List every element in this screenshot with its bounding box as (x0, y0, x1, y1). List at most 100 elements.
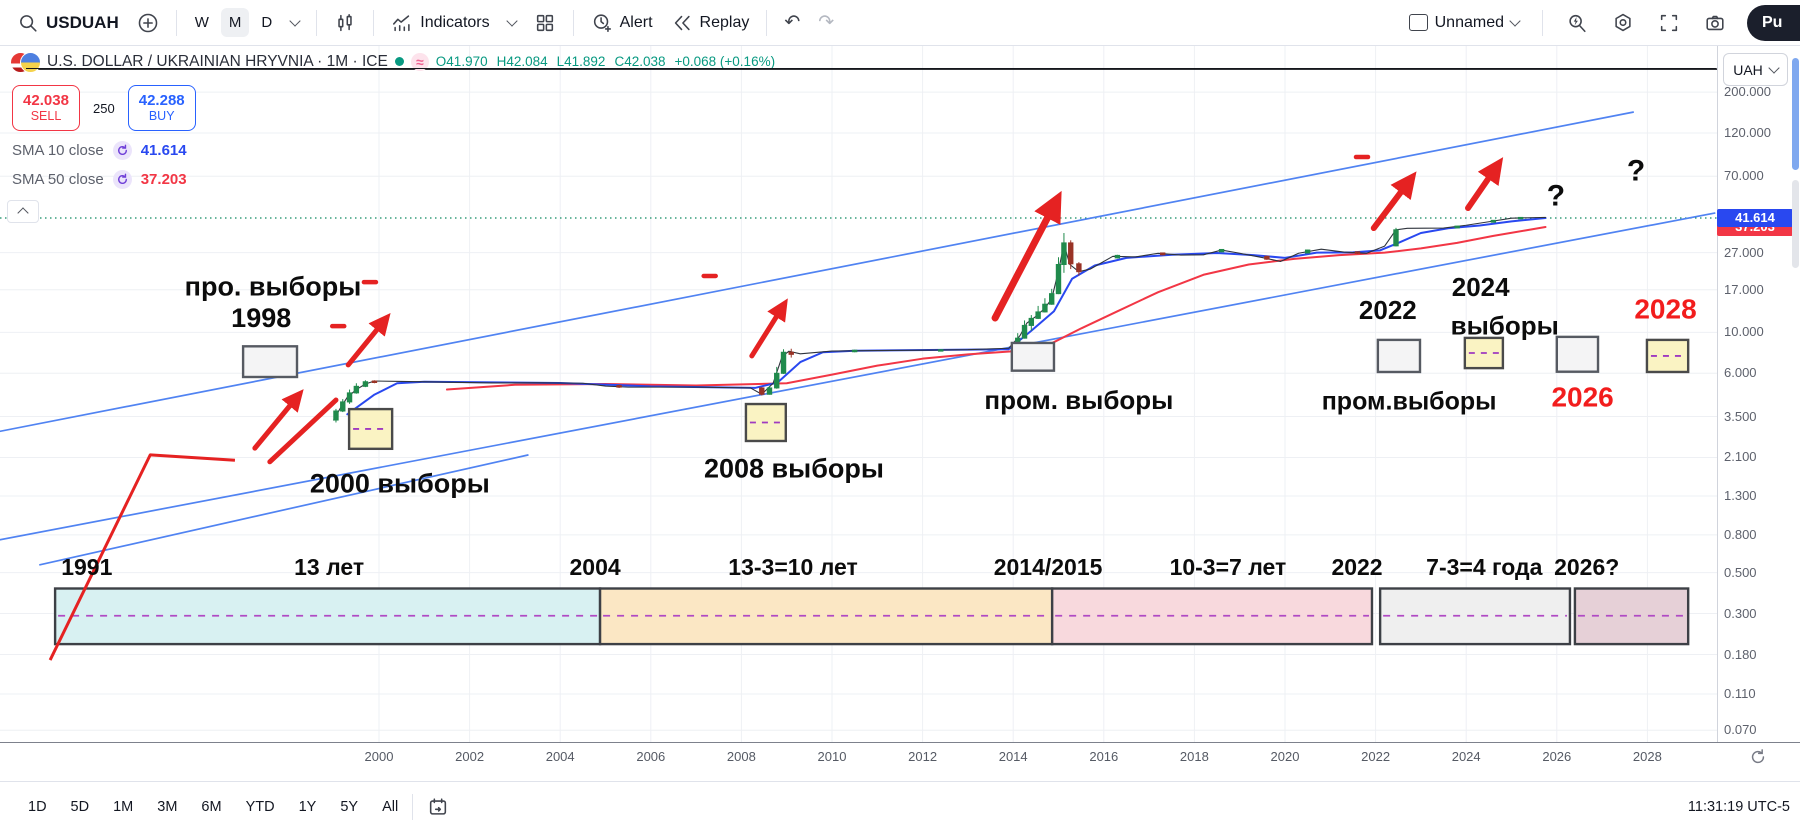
annotation-text: 1998 (231, 303, 291, 333)
replay-button[interactable]: Replay (664, 7, 757, 39)
redo-button[interactable]: ↷ (811, 8, 841, 37)
compare-add-button[interactable] (130, 7, 166, 39)
band-label: 2026? (1554, 554, 1619, 580)
pane-collapse-button[interactable] (7, 200, 39, 223)
currency-select-button[interactable]: UAH (1723, 53, 1788, 86)
sell-button[interactable]: 42.038 SELL (12, 85, 80, 131)
band-label: 2022 (1331, 554, 1382, 580)
clock[interactable]: 11:31:19 UTC-5 (1687, 798, 1790, 815)
time-tick-label: 2020 (1270, 749, 1300, 764)
fullscreen-icon (1660, 14, 1678, 31)
price-tick-label: 3.500 (1724, 408, 1757, 424)
time-tick-label: 2008 (726, 749, 756, 764)
sell-label: SELL (30, 109, 62, 124)
range-button-YTD[interactable]: YTD (245, 798, 275, 815)
candle (1159, 252, 1166, 256)
price-tick-label: 17.000 (1724, 281, 1764, 297)
annotation-box[interactable] (1010, 341, 1056, 372)
symbol-flags-icon (10, 51, 41, 73)
timeframe-week[interactable]: W (194, 14, 209, 31)
price-tick-label: 0.110 (1724, 686, 1756, 702)
candlestick-icon (338, 13, 352, 31)
candle (346, 392, 353, 403)
range-button-5Y[interactable]: 5Y (340, 798, 359, 815)
alert-clock-icon (593, 13, 611, 32)
candle (1264, 255, 1270, 260)
publish-button[interactable]: Pu (1747, 4, 1800, 41)
range-button-3M[interactable]: 3M (157, 798, 178, 815)
red-arrow (749, 298, 788, 359)
annotation-text: ? (1627, 154, 1645, 187)
settings-button[interactable] (1605, 7, 1641, 39)
range-button-1Y[interactable]: 1Y (298, 798, 317, 815)
scrollbar-track[interactable] (1792, 180, 1799, 268)
divider (316, 9, 318, 36)
symbol-legend[interactable]: U.S. DOLLAR / UKRAINIAN HRYVNIA · 1M · I… (10, 51, 775, 73)
quick-search-button[interactable] (1559, 7, 1595, 39)
price-tick-label: 70.000 (1724, 168, 1764, 184)
symbol-title: U.S. DOLLAR / UKRAINIAN HRYVNIA · 1M · I… (47, 52, 388, 70)
range-button-6M[interactable]: 6M (201, 798, 222, 815)
annotation-text: 2028 (1634, 294, 1696, 325)
snapshot-button[interactable] (1697, 7, 1733, 39)
alert-button[interactable]: Alert (584, 7, 660, 39)
time-tick-label: 2024 (1451, 749, 1481, 764)
market-open-dot-icon (394, 57, 404, 66)
timeframe-day[interactable]: D (261, 14, 273, 31)
annotation-text: 2022 (1359, 295, 1417, 325)
chart-style-button[interactable] (327, 7, 363, 39)
symbol-search-button[interactable]: USDUAH (10, 7, 126, 39)
templates-grid-button[interactable] (527, 7, 563, 39)
annotation-box[interactable] (1376, 338, 1422, 374)
calendar-icon (430, 797, 447, 815)
divider (1542, 9, 1543, 36)
goto-date-button[interactable] (427, 796, 449, 818)
replay-label: Replay (699, 13, 750, 31)
undo-button[interactable]: ↶ (777, 8, 807, 37)
buy-button[interactable]: 42.288 BUY (127, 85, 196, 131)
range-button-5D[interactable]: 5D (70, 798, 90, 815)
candle (333, 410, 339, 421)
indicators-menu-button[interactable] (501, 15, 523, 30)
price-badge: 41.614 (1717, 208, 1793, 227)
refresh-icon[interactable] (112, 170, 132, 189)
band-label: 13 лет (294, 554, 364, 580)
fullscreen-button[interactable] (1651, 7, 1687, 39)
band-label: 2004 (569, 554, 620, 580)
timeframe-menu-button[interactable] (284, 15, 306, 30)
sell-price: 42.038 (23, 92, 69, 110)
layout-square-icon (1408, 14, 1428, 31)
time-tick-label: 2006 (636, 749, 666, 764)
range-button-1D[interactable]: 1D (28, 798, 47, 815)
buy-price: 42.288 (138, 92, 185, 110)
red-arrow (1465, 157, 1504, 212)
annotation-text: 2000 выборы (310, 468, 490, 498)
sma10-line (346, 217, 1547, 416)
symbol-name: USDUAH (46, 12, 119, 32)
order-panel: 42.038 SELL 250 42.288 BUY (12, 85, 196, 131)
range-button-All[interactable]: All (382, 798, 399, 815)
timeframe-month[interactable]: M (220, 8, 250, 37)
candle (1049, 293, 1055, 305)
price-scale[interactable] (1717, 45, 1800, 742)
price-tick-label: 2.100 (1724, 449, 1757, 465)
range-button-1M[interactable]: 1M (113, 798, 134, 815)
layout-select-button[interactable]: Unnamed (1402, 9, 1526, 37)
sma10-value: 41.614 (140, 142, 187, 159)
candle (1035, 311, 1041, 319)
scrollbar-thumb[interactable] (1792, 58, 1799, 170)
indicators-button[interactable]: Indicators (384, 7, 496, 39)
candle (1068, 242, 1074, 265)
annotation-text: пром.выборы (1322, 388, 1497, 416)
annotation-box[interactable] (241, 345, 299, 379)
indicator-row-sma50[interactable]: SMA 50 close 37.203 (12, 170, 187, 189)
candle (353, 385, 360, 394)
time-tick-label: 2012 (908, 749, 938, 764)
annotation-box[interactable] (1555, 335, 1600, 373)
scale-reset-button[interactable] (1748, 747, 1768, 772)
refresh-icon[interactable] (112, 141, 132, 160)
indicator-row-sma10[interactable]: SMA 10 close 41.614 (12, 141, 187, 160)
